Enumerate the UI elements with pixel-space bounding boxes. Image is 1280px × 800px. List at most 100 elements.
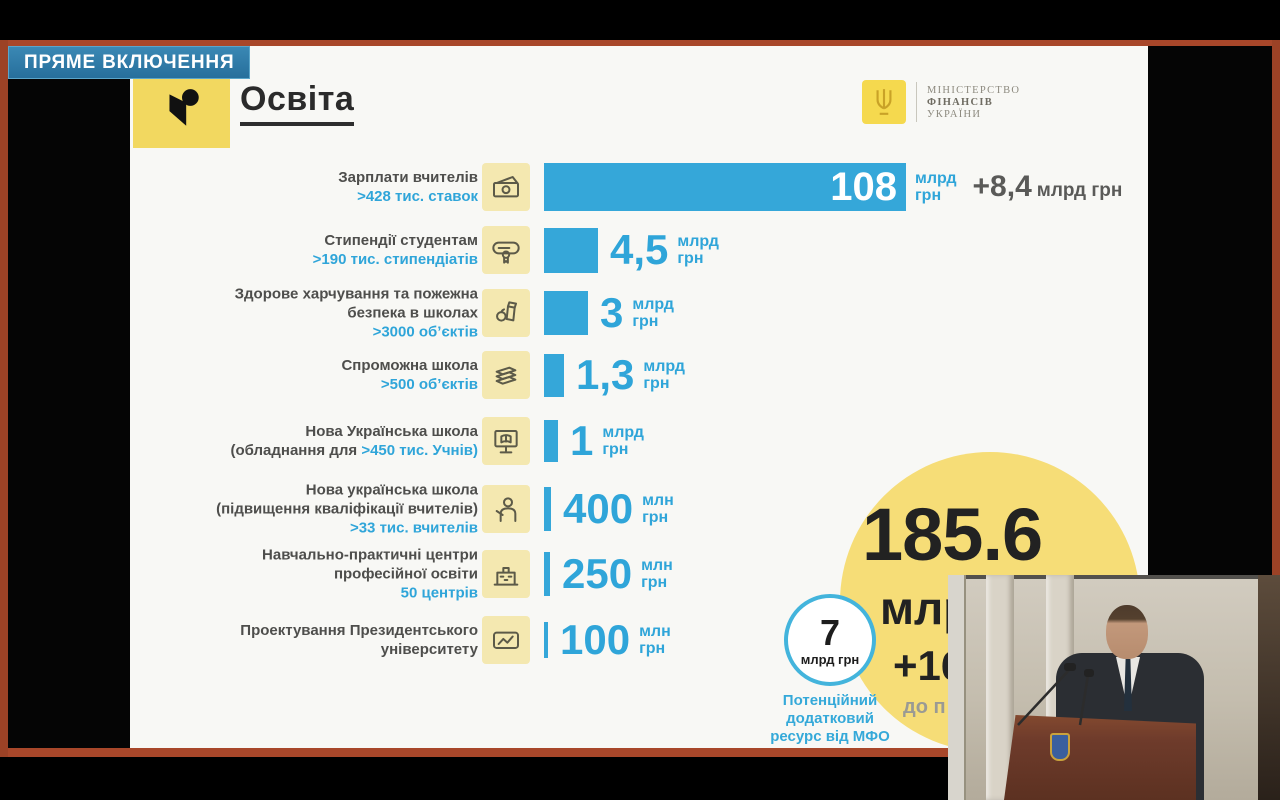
bar-value: 250 bbox=[562, 550, 633, 597]
row-sublabel-value: >33 тис. вчителів bbox=[349, 519, 478, 537]
row-sublabel-value: >190 тис. стипендіатів bbox=[312, 251, 478, 268]
bar-extra-value: +8,4 bbox=[972, 170, 1032, 203]
value-bar bbox=[544, 291, 588, 335]
ministry-line-1: МІНІСТЕРСТВО bbox=[927, 84, 1021, 96]
logo-divider bbox=[916, 82, 917, 122]
row-label-line: Нова Українська школа bbox=[305, 423, 478, 440]
microphone-icon bbox=[1017, 663, 1094, 726]
wall-column bbox=[948, 575, 966, 800]
row-sublabel: >190 тис. стипендіатів bbox=[130, 250, 478, 269]
bar-value: 1 bbox=[570, 417, 594, 464]
trident-icon bbox=[862, 80, 906, 124]
row-label-line: Нова українська школа bbox=[305, 481, 478, 499]
row-label-line: Здорове харчування та пожежна bbox=[234, 285, 478, 303]
imf-value: 7 bbox=[819, 611, 841, 653]
row-sublabel: 50 центрів bbox=[130, 584, 478, 603]
value-bar bbox=[544, 622, 548, 658]
chart-row: Нова Українська школа (обладнання для >45… bbox=[130, 417, 1148, 465]
frame-border-left bbox=[0, 40, 8, 757]
frame-border-right bbox=[1272, 40, 1280, 757]
bar-unit: млрд грн bbox=[677, 233, 719, 267]
chart-row: Здорове харчування та пожежна безпека в ш… bbox=[130, 286, 1148, 341]
bar-value: 100 bbox=[560, 616, 631, 663]
food-icon bbox=[482, 289, 530, 337]
total-value: 185.6 bbox=[862, 493, 1043, 576]
presentation-slide: Освіта МІНІСТЕРСТВО ФІНАНСІВ УКРАЇНИ Зар… bbox=[130, 46, 1148, 748]
speaker-video[interactable] bbox=[948, 575, 1280, 800]
monitor-icon bbox=[482, 417, 530, 465]
bar-value: 4,5 bbox=[610, 226, 669, 273]
value-bar: 108 bbox=[544, 163, 906, 211]
bar-unit: млн грн bbox=[642, 492, 674, 526]
bar-value: 400 bbox=[563, 485, 634, 532]
chart-row: Спроможна школа >500 об’єктів 1,3 млрд грн bbox=[130, 351, 1148, 399]
blueprint-icon bbox=[482, 616, 530, 664]
row-sublabel: >33 тис. вчителів bbox=[130, 519, 478, 538]
row-label-line: (підвищення кваліфікації вчителів) bbox=[216, 500, 478, 518]
row-label-line: Проектування Президентського bbox=[240, 622, 478, 639]
chart-row: Нова українська школа (підвищення кваліфі… bbox=[130, 482, 1148, 537]
speaker-tie bbox=[1124, 659, 1132, 711]
imf-unit: млрд грн bbox=[800, 651, 860, 667]
row-label: Проектування Президентського університету bbox=[130, 621, 478, 659]
bar-value: 108 bbox=[830, 165, 897, 209]
row-sublabel: >500 об’єктів bbox=[130, 375, 478, 394]
bar-unit: млрд грн bbox=[643, 358, 685, 392]
chart-row: Стипендії студентам >190 тис. стипендіаті… bbox=[130, 226, 1148, 274]
trident-shield-icon bbox=[1050, 733, 1070, 761]
bar-unit: млрд грн bbox=[632, 296, 674, 330]
total-note: до п bbox=[903, 696, 946, 718]
school-icon bbox=[482, 550, 530, 598]
live-badge-label: ПРЯМЕ ВКЛЮЧЕННЯ bbox=[24, 51, 235, 73]
bar-extra-unit: млрд грн bbox=[1036, 180, 1123, 201]
speaker-head bbox=[1106, 605, 1148, 659]
letterbox-left bbox=[8, 46, 130, 748]
imf-circle: 7 млрд грн bbox=[784, 594, 876, 686]
row-label-line: Спроможна школа bbox=[341, 357, 478, 374]
frame-border-top bbox=[0, 40, 1280, 46]
ministry-line-3: УКРАЇНИ bbox=[927, 108, 982, 120]
row-label: Нова Українська школа (обладнання для >45… bbox=[130, 422, 478, 460]
value-bar bbox=[544, 487, 551, 531]
bar-unit: млрд грн bbox=[602, 424, 644, 458]
row-sublabel-value: >3000 об’єктів bbox=[372, 323, 478, 341]
diploma-icon bbox=[482, 226, 530, 274]
video-top-edge bbox=[948, 575, 1280, 579]
chart-row: Проектування Президентського університету… bbox=[130, 616, 1148, 664]
chart-row: Навчально-практичні центри професійної ос… bbox=[130, 547, 1148, 602]
value-bar bbox=[544, 353, 564, 397]
row-sublabel-value: 50 центрів bbox=[400, 584, 478, 602]
bar-unit: млн грн bbox=[639, 623, 671, 657]
row-sublabel: (обладнання для >450 тис. Учнів) bbox=[130, 441, 478, 460]
bar-unit: млн грн bbox=[641, 557, 673, 591]
bar-value: 3 bbox=[600, 289, 624, 336]
row-label: Стипендії студентам >190 тис. стипендіаті… bbox=[130, 231, 478, 269]
education-icon-block bbox=[133, 75, 230, 148]
row-label: Навчально-практичні центри професійної ос… bbox=[130, 546, 478, 603]
imf-caption-line-2: додатковий bbox=[786, 710, 874, 727]
banknote-icon bbox=[482, 163, 530, 211]
ministry-line-2: ФІНАНСІВ bbox=[927, 96, 994, 108]
row-label: Здорове харчування та пожежна безпека в ш… bbox=[130, 285, 478, 342]
person-icon bbox=[159, 86, 205, 137]
bar-unit: млрд грн bbox=[915, 170, 957, 204]
row-label-line: Зарплати вчителів bbox=[338, 169, 478, 186]
books-icon bbox=[482, 351, 530, 399]
live-badge: ПРЯМЕ ВКЛЮЧЕННЯ bbox=[8, 46, 251, 79]
imf-caption-line-1: Потенційний bbox=[782, 692, 878, 709]
slide-title: Освіта bbox=[240, 80, 355, 126]
row-label-line: професійної освіти bbox=[333, 565, 478, 583]
value-bar bbox=[544, 420, 558, 462]
bar-value: 1,3 bbox=[576, 351, 635, 398]
row-label: Зарплати вчителів >428 тис. ставок bbox=[130, 168, 478, 206]
row-label-line: Навчально-практичні центри bbox=[262, 546, 478, 564]
podium bbox=[1004, 715, 1196, 800]
bar-extra: +8,4 млрд грн bbox=[973, 170, 1123, 204]
row-label-line: безпека в школах bbox=[347, 304, 478, 322]
doorway-shadow bbox=[1258, 575, 1280, 800]
teacher-icon bbox=[482, 485, 530, 533]
row-label: Спроможна школа >500 об’єктів bbox=[130, 356, 478, 394]
row-label-line: університету bbox=[380, 641, 478, 658]
imf-caption-line-3: ресурс від МФО bbox=[770, 728, 890, 745]
